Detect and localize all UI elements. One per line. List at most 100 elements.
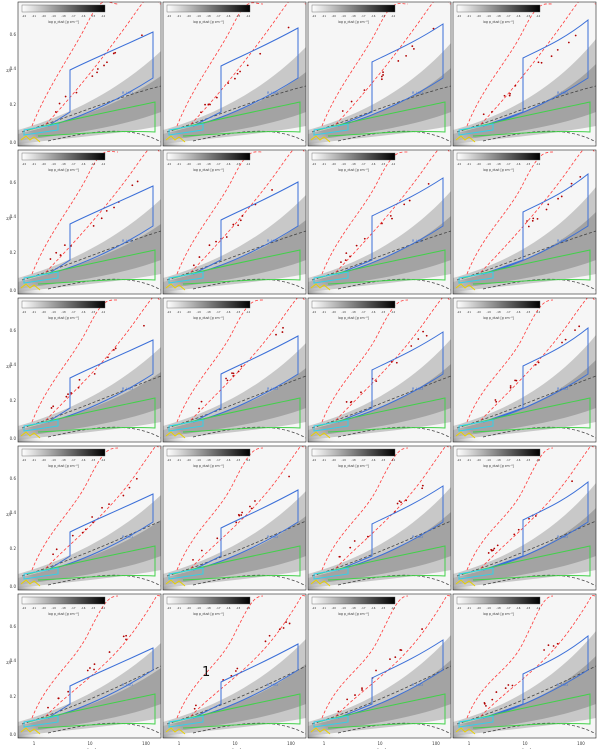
blue-region-outline [192, 489, 299, 571]
panel-frame [307, 1, 452, 147]
red-dashed-contour-inner [45, 595, 161, 717]
blue-region-outline [47, 493, 154, 571]
y-tick-label: 0.4 [10, 510, 17, 515]
black-dashed-upper [311, 230, 451, 281]
green-contour [462, 397, 591, 433]
red-marker [67, 690, 70, 693]
colorbar-tick: -19 [487, 14, 492, 18]
red-marker [192, 558, 194, 561]
red-marker [543, 649, 545, 651]
blue-region-outline [47, 647, 154, 719]
red-marker [361, 687, 363, 690]
black-dashed-lower [482, 426, 596, 439]
red-marker [547, 644, 550, 647]
red-dashed-contour-outer [466, 447, 554, 571]
red-dashed-contour-inner [190, 150, 306, 273]
density-core-band [308, 660, 451, 733]
red-marker [483, 702, 486, 704]
x-tick-label: 10 [87, 741, 93, 746]
colorbar-tick: -22 [312, 310, 317, 314]
colorbar: -22 -21 -20 -19 -18 -17 -16 -15 -14 log ρ_dust [g… [456, 300, 540, 320]
blue-contour-label: R_H₂O [557, 91, 568, 95]
colorbar-tick: -16 [81, 310, 86, 314]
yellow-contour [165, 283, 186, 291]
colorbar: -22 -21 -20 -19 -18 -17 -16 -15 -14 log ρ_dust [g… [456, 448, 540, 468]
panel-r1-c3: R_H₂O -22 -21 -20 -19 -18 -17 -16 -15 -14 log ρ_du… [307, 1, 452, 147]
colorbar-gradient [311, 152, 396, 161]
red-marker [408, 199, 411, 202]
colorbar-label: log ρ_dust [g cm⁻³] [193, 20, 224, 24]
colorbar: -22 -21 -20 -19 -18 -17 -16 -15 -14 log ρ_dust [g… [166, 448, 251, 468]
red-marker [491, 110, 493, 113]
panel-r3-c2: R_H₂O -22 -21 -20 -19 -18 -17 -16 -15 -14 log ρ_du… [162, 297, 307, 443]
red-marker [235, 521, 238, 524]
red-marker [508, 94, 511, 97]
colorbar-tick: -22 [167, 606, 172, 610]
colorbar: -22 -21 -20 -19 -18 -17 -16 -15 -14 log ρ_dust [g… [456, 596, 541, 616]
red-marker [382, 71, 384, 74]
colorbar-tick: -21 [32, 14, 37, 18]
red-marker [422, 330, 425, 333]
x-tick-label: 100 [432, 741, 440, 746]
panel-frame [162, 1, 307, 147]
red-marker [537, 361, 540, 364]
red-marker [421, 628, 423, 630]
green-contour [462, 545, 591, 581]
density-core-band [308, 216, 451, 289]
colorbar-tick: -16 [371, 606, 376, 610]
black-dashed-upper [456, 665, 596, 725]
colorbar-tick: -16 [81, 606, 86, 610]
colorbar-gradient [456, 596, 541, 605]
cyan-region [458, 271, 494, 284]
colorbar-tick: -16 [226, 458, 231, 462]
colorbar-gradient [311, 448, 396, 457]
red-marker [380, 75, 383, 78]
colorbar-tick: -16 [516, 14, 521, 18]
colorbar-tick: -18 [61, 606, 66, 610]
y-axis-label: z/r [6, 512, 12, 518]
blue-region-outline [47, 339, 154, 423]
colorbar-tick: -21 [177, 310, 182, 314]
colorbar-tick: -14 [246, 458, 251, 462]
panel-r2-c2: R_H₂O -22 -21 -20 -19 -18 -17 -16 -15 -14 log ρ_du… [162, 149, 307, 295]
colorbar: -22 -21 -20 -19 -18 -17 -16 -15 -14 log ρ_dust [g… [311, 4, 395, 24]
colorbar-label: log ρ_dust [g cm⁻³] [483, 464, 514, 468]
colorbar-tick: -19 [487, 162, 492, 166]
red-marker [216, 537, 219, 540]
red-marker [427, 182, 430, 185]
colorbar-tick: -16 [81, 162, 86, 166]
panel-frame [452, 593, 597, 739]
cyan-region [313, 567, 349, 580]
colorbar-tick: -22 [22, 606, 27, 610]
black-dashed-lower [337, 574, 451, 587]
panel-r4-c3: R_H₂O -22 -21 -20 -19 -18 -17 -16 -15 -14 log ρ_du… [307, 445, 452, 591]
red-marker [239, 70, 241, 73]
red-marker [517, 528, 520, 531]
colorbar-tick: -16 [516, 162, 521, 166]
y-tick-label: 0.2 [10, 250, 17, 255]
colorbar-tick: -19 [487, 310, 492, 314]
red-marker [231, 372, 233, 375]
red-marker [513, 533, 516, 536]
colorbar-tick: -19 [197, 310, 202, 314]
colorbar-tick: -16 [516, 458, 521, 462]
blue-region-outline [337, 485, 444, 571]
green-contour [317, 693, 446, 729]
cyan-region [23, 271, 59, 284]
red-marker [514, 84, 517, 87]
red-marker [400, 649, 403, 652]
red-marker [375, 380, 378, 383]
green-contour [172, 693, 301, 729]
red-marker [397, 60, 400, 62]
red-marker [209, 103, 211, 106]
red-marker [237, 370, 240, 373]
red-marker [240, 365, 243, 368]
red-marker [349, 255, 351, 258]
colorbar-label: log ρ_dust [g cm⁻³] [338, 20, 369, 24]
red-marker [237, 224, 240, 227]
red-marker [101, 506, 103, 509]
black-dashed-upper [21, 520, 161, 577]
y-tick-label: 0.0 [10, 436, 17, 441]
x-tick-label: 1 [33, 741, 36, 746]
colorbar: -22 -21 -20 -19 -18 -17 -16 -15 -14 log ρ_dust [g… [456, 4, 540, 24]
